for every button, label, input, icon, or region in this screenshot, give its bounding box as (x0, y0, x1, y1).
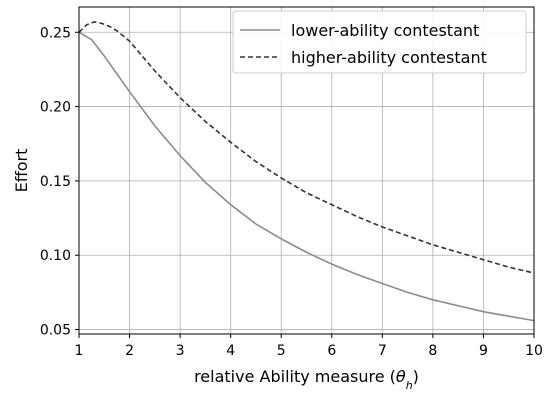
x-axis-label-subscript: h (406, 379, 413, 391)
y-tick-label: 0.20 (40, 100, 71, 116)
x-tick-label: 4 (226, 343, 235, 359)
x-tick-label: 2 (125, 343, 134, 359)
series-line-higher-ability (78, 21, 535, 274)
legend-box (232, 10, 527, 74)
y-tick-label: 0.10 (40, 248, 71, 264)
y-tick-label: 0.25 (40, 25, 71, 41)
tick-layer: 1 2 3 4 5 6 7 8 9 10 0.05 0.10 0.15 0.20 0.25 (40, 25, 543, 359)
series-line-lower-ability (78, 31, 535, 322)
x-tick-label: 7 (378, 343, 387, 359)
plot-frame (78, 6, 535, 335)
y-tick-label: 0.05 (40, 323, 71, 339)
x-tick-label: 10 (525, 343, 543, 359)
y-tick-label: 0.15 (40, 174, 71, 190)
x-axis-label: relative Ability measure (θh) (194, 367, 419, 390)
x-axis-label-main: relative Ability measure ( (194, 367, 396, 386)
legend-label-higher-ability: higher-ability contestant (291, 48, 487, 67)
x-tick-label: 1 (75, 343, 84, 359)
legend-label-lower-ability: lower-ability contestant (291, 21, 479, 40)
series-layer (78, 21, 535, 322)
x-tick-label: 5 (277, 343, 286, 359)
x-tick-label: 9 (479, 343, 488, 359)
x-axis-label-symbol: θ (396, 367, 406, 386)
y-axis-label: Effort (12, 149, 31, 193)
x-axis-label-close: ) (413, 367, 419, 386)
x-tick-label: 8 (428, 343, 437, 359)
x-tick-label: 3 (176, 343, 185, 359)
legend: lower-ability contestant higher-ability … (232, 10, 527, 74)
x-tick-label: 6 (327, 343, 336, 359)
